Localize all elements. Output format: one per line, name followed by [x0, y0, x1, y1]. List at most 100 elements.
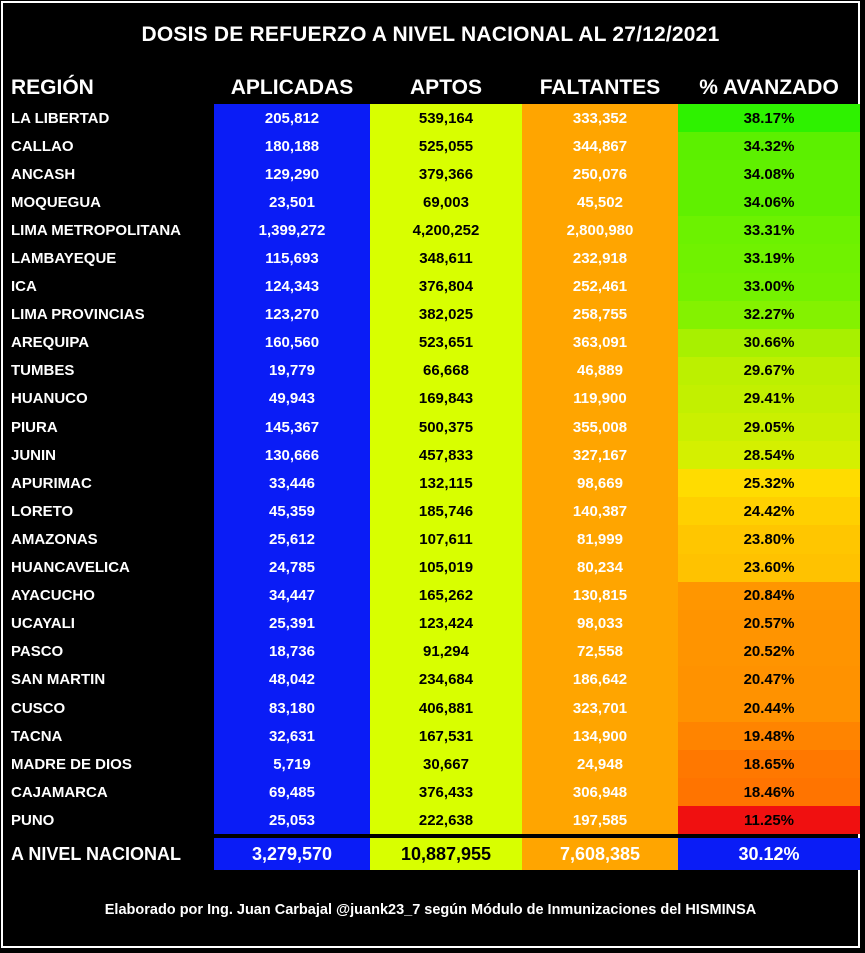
- cell-aptos: 500,375: [370, 413, 522, 442]
- cell-avanzado: 20.57%: [678, 609, 860, 638]
- table-row: CUSCO 83,180 406,881 323,701 20.44%: [3, 693, 860, 723]
- cell-avanzado: 20.44%: [678, 693, 860, 723]
- table-row: PASCO 18,736 91,294 72,558 20.52%: [3, 637, 860, 666]
- cell-aplicadas: 25,612: [214, 525, 370, 554]
- cell-avanzado: 20.52%: [678, 637, 860, 666]
- header-aptos: APTOS: [410, 76, 482, 99]
- cell-aptos: 406,881: [370, 693, 522, 723]
- cell-aptos: 376,433: [370, 778, 522, 807]
- cell-aptos: 107,611: [370, 525, 522, 554]
- cell-avanzado: 34.06%: [678, 188, 860, 217]
- cell-faltantes: 186,642: [522, 665, 678, 694]
- cell-aptos: 123,424: [370, 609, 522, 638]
- cell-region: LAMBAYEQUE: [11, 250, 117, 268]
- table-row: TUMBES 19,779 66,668 46,889 29.67%: [3, 356, 860, 385]
- cell-avanzado: 18.65%: [678, 750, 860, 779]
- cell-aptos: 165,262: [370, 581, 522, 610]
- cell-avanzado: 23.60%: [678, 553, 860, 582]
- cell-avanzado: 34.32%: [678, 132, 860, 161]
- table-body: LA LIBERTAD 205,812 539,164 333,352 38.17% CA…: [3, 104, 860, 835]
- cell-aptos: 105,019: [370, 553, 522, 582]
- cell-region: CUSCO: [11, 699, 66, 717]
- cell-faltantes: 250,076: [522, 160, 678, 189]
- cell-aplicadas: 115,693: [214, 244, 370, 273]
- cell-aplicadas: 25,391: [214, 609, 370, 638]
- cell-region: ICA: [11, 278, 37, 296]
- cell-aplicadas: 69,485: [214, 778, 370, 807]
- total-aptos: 10,887,955: [370, 838, 522, 870]
- cell-avanzado: 23.80%: [678, 525, 860, 554]
- table-row: AYACUCHO 34,447 165,262 130,815 20.84%: [3, 581, 860, 610]
- cell-aptos: 30,667: [370, 750, 522, 779]
- cell-avanzado: 33.31%: [678, 216, 860, 245]
- cell-aplicadas: 123,270: [214, 300, 370, 329]
- cell-aplicadas: 23,501: [214, 188, 370, 217]
- cell-aptos: 167,531: [370, 722, 522, 751]
- table-row: ICA 124,343 376,804 252,461 33.00%: [3, 272, 860, 301]
- cell-aptos: 234,684: [370, 665, 522, 694]
- table-row: PIURA 145,367 500,375 355,008 29.05%: [3, 413, 860, 442]
- cell-faltantes: 81,999: [522, 525, 678, 554]
- table-row: AMAZONAS 25,612 107,611 81,999 23.80%: [3, 525, 860, 554]
- cell-avanzado: 24.42%: [678, 497, 860, 526]
- table-row: HUANCAVELICA 24,785 105,019 80,234 23.60%: [3, 553, 860, 582]
- cell-faltantes: 306,948: [522, 778, 678, 807]
- cell-aplicadas: 48,042: [214, 665, 370, 694]
- cell-aplicadas: 5,719: [214, 750, 370, 779]
- table-header: REGIÓN APLICADAS APTOS FALTANTES % AVANZ…: [3, 73, 858, 103]
- cell-region: LIMA METROPOLITANA: [11, 221, 181, 239]
- cell-faltantes: 119,900: [522, 384, 678, 414]
- cell-aptos: 4,200,252: [370, 216, 522, 245]
- table-row: CAJAMARCA 69,485 376,433 306,948 18.46%: [3, 778, 860, 807]
- header-avanzado: % AVANZADO: [699, 76, 839, 99]
- cell-faltantes: 252,461: [522, 272, 678, 301]
- cell-aplicadas: 124,343: [214, 272, 370, 301]
- footer-credit: Elaborado por Ing. Juan Carbajal @juank2…: [104, 902, 757, 918]
- total-region: A NIVEL NACIONAL: [11, 843, 182, 864]
- cell-avanzado: 34.08%: [678, 160, 860, 189]
- table-row: LAMBAYEQUE 115,693 348,611 232,918 33.19%: [3, 244, 860, 273]
- cell-avanzado: 38.17%: [678, 104, 860, 133]
- cell-region: MADRE DE DIOS: [11, 755, 132, 773]
- cell-region: AYACUCHO: [11, 587, 95, 605]
- table-row: LIMA PROVINCIAS 123,270 382,025 258,755 32.2…: [3, 300, 860, 329]
- cell-aptos: 69,003: [370, 188, 522, 217]
- cell-avanzado: 32.27%: [678, 300, 860, 329]
- cell-avanzado: 19.48%: [678, 722, 860, 751]
- cell-avanzado: 11.25%: [678, 806, 860, 835]
- cell-aptos: 348,611: [370, 244, 522, 273]
- table-row: ANCASH 129,290 379,366 250,076 34.08%: [3, 160, 860, 189]
- table-row: AREQUIPA 160,560 523,651 363,091 30.66%: [3, 328, 860, 357]
- cell-faltantes: 363,091: [522, 328, 678, 357]
- cell-avanzado: 29.05%: [678, 413, 860, 442]
- cell-region: HUANUCO: [11, 390, 88, 408]
- cell-faltantes: 46,889: [522, 356, 678, 385]
- cell-aplicadas: 145,367: [214, 413, 370, 442]
- cell-region: HUANCAVELICA: [11, 559, 130, 577]
- cell-aplicadas: 129,290: [214, 160, 370, 189]
- cell-faltantes: 197,585: [522, 806, 678, 835]
- cell-faltantes: 323,701: [522, 693, 678, 723]
- cell-aplicadas: 18,736: [214, 637, 370, 666]
- cell-aplicadas: 160,560: [214, 328, 370, 357]
- cell-region: PASCO: [11, 643, 64, 661]
- cell-region: ANCASH: [11, 165, 76, 183]
- cell-faltantes: 344,867: [522, 132, 678, 161]
- cell-faltantes: 333,352: [522, 104, 678, 133]
- cell-aplicadas: 25,053: [214, 806, 370, 835]
- cell-avanzado: 20.84%: [678, 581, 860, 610]
- cell-faltantes: 258,755: [522, 300, 678, 329]
- table-row: UCAYALI 25,391 123,424 98,033 20.57%: [3, 609, 860, 638]
- cell-aptos: 376,804: [370, 272, 522, 301]
- cell-avanzado: 30.66%: [678, 328, 860, 357]
- cell-region: JUNIN: [11, 446, 57, 464]
- cell-aplicadas: 34,447: [214, 581, 370, 610]
- cell-aptos: 457,833: [370, 441, 522, 470]
- table-row: LA LIBERTAD 205,812 539,164 333,352 38.17%: [3, 104, 860, 133]
- cell-aplicadas: 19,779: [214, 356, 370, 385]
- cell-aplicadas: 45,359: [214, 497, 370, 526]
- table-row: MOQUEGUA 23,501 69,003 45,502 34.06%: [3, 188, 860, 217]
- cell-aptos: 539,164: [370, 104, 522, 133]
- cell-aptos: 382,025: [370, 300, 522, 329]
- table-row: PUNO 25,053 222,638 197,585 11.25%: [3, 806, 860, 835]
